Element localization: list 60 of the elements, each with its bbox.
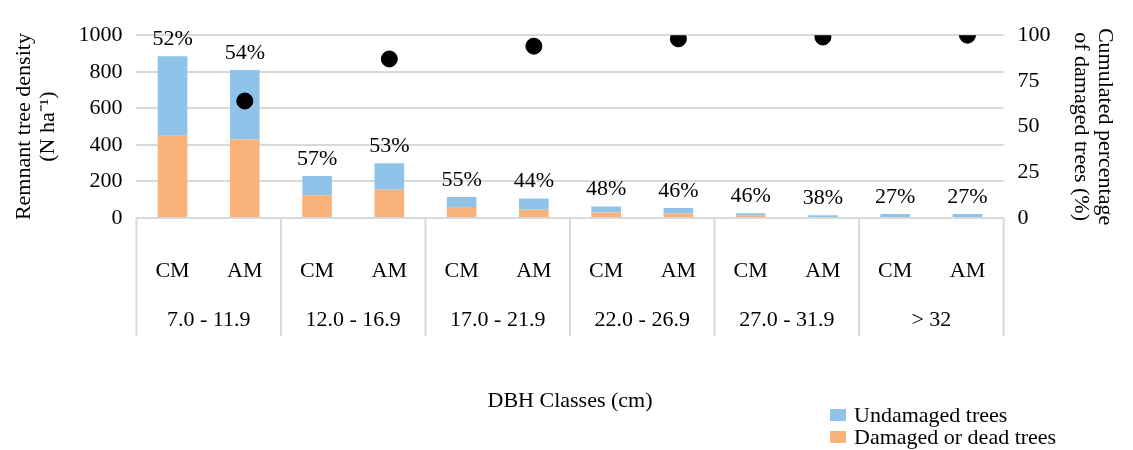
- bar: [157, 56, 188, 136]
- y2-axis-title: Cumulated percentage of damaged trees (%): [1069, 27, 1120, 226]
- y-tick-label: 1000: [78, 20, 123, 46]
- annotation: 53%: [369, 131, 410, 157]
- annotation: 54%: [224, 38, 265, 64]
- y-tick-label: 800: [89, 57, 123, 83]
- x-axis-title: DBH Classes (cm): [487, 386, 653, 412]
- bar: [157, 135, 188, 217]
- x-tick-label: AM: [660, 256, 697, 282]
- x-tick-label: AM: [949, 256, 986, 282]
- annotation: 27%: [875, 182, 916, 208]
- x-tick-label: CM: [444, 256, 479, 282]
- bar: [374, 163, 405, 190]
- bar: [663, 207, 694, 214]
- text: 22.0 - 26.9: [594, 305, 690, 331]
- annotation: 27%: [947, 182, 988, 208]
- bar: [591, 206, 621, 213]
- annotation: 46%: [658, 176, 699, 202]
- text: 12.0 - 16.9: [305, 305, 401, 331]
- x-tick-label: AM: [516, 256, 552, 282]
- annotation: 48%: [585, 175, 627, 201]
- y2-tick-label: 0: [1017, 203, 1029, 229]
- x-tick-label: AM: [227, 256, 263, 282]
- x-tick-label: AM: [371, 256, 408, 282]
- x-tick-label: CM: [733, 256, 768, 282]
- text: 7.0 - 11.9: [166, 305, 251, 331]
- y2-tick-label: 25: [1017, 158, 1040, 184]
- y-tick-label: 0: [111, 203, 123, 229]
- annotation: 38%: [802, 184, 844, 210]
- bar: [229, 139, 260, 217]
- annotation: 52%: [152, 25, 193, 50]
- bar: [519, 209, 549, 217]
- x-tick-label: CM: [155, 256, 190, 282]
- bar: [374, 189, 405, 217]
- bar: [519, 198, 549, 210]
- x-tick-label: CM: [589, 256, 624, 282]
- y-tick-label: 600: [89, 94, 123, 120]
- text: > 32: [911, 305, 952, 331]
- bar: [663, 213, 694, 217]
- text: 27.0 - 31.9: [739, 305, 835, 331]
- y2-tick-label: 50: [1017, 112, 1040, 138]
- annotation: 46%: [730, 182, 771, 208]
- bar: [446, 207, 477, 217]
- bar: [302, 195, 332, 217]
- y2-tick-label: 100: [1017, 20, 1051, 46]
- y-tick-label: 200: [89, 167, 123, 193]
- legend-label: Undamaged trees: [854, 402, 1008, 427]
- bar: [591, 212, 621, 217]
- y2-tick-label: 75: [1017, 66, 1040, 92]
- bar: [446, 196, 477, 208]
- x-tick-label: CM: [299, 256, 335, 282]
- annotation: 57%: [296, 144, 338, 170]
- text: 17.0 - 21.9: [450, 305, 546, 331]
- x-tick-label: CM: [878, 256, 913, 282]
- y-axis-title: Remnant tree density (N ha⁻¹): [9, 33, 60, 221]
- bar: [302, 175, 332, 196]
- annotation: 44%: [513, 167, 555, 193]
- x-tick-label: AM: [805, 256, 841, 282]
- y-tick-label: 400: [89, 130, 123, 156]
- annotation: 55%: [441, 165, 482, 191]
